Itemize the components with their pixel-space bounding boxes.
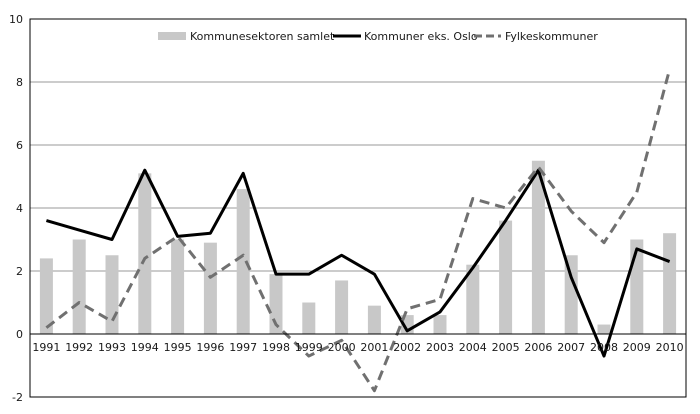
x-tick-label: 2005 bbox=[492, 341, 520, 354]
x-tick-label: 2006 bbox=[524, 341, 552, 354]
x-tick-label: 2004 bbox=[459, 341, 487, 354]
legend-label: Kommunesektoren samlet bbox=[190, 30, 335, 43]
y-tick-label: 2 bbox=[16, 265, 23, 278]
x-tick-label: 2009 bbox=[623, 341, 651, 354]
plot-frame bbox=[29, 18, 687, 398]
bar bbox=[499, 220, 513, 334]
bar bbox=[466, 264, 480, 334]
y-tick-label: -2 bbox=[12, 391, 23, 404]
x-tick-label: 2001 bbox=[360, 341, 388, 354]
bar bbox=[203, 242, 217, 334]
bar bbox=[39, 258, 53, 334]
x-tick-label: 1997 bbox=[229, 341, 257, 354]
legend-swatch-bar bbox=[158, 32, 186, 40]
x-tick-label: 1992 bbox=[65, 341, 93, 354]
x-tick-labels: 1991 1992 1993 1994 1995 1996 1997 1998 1999 2000… bbox=[32, 341, 683, 354]
x-tick-label: 1995 bbox=[164, 341, 192, 354]
y-tick-label: 0 bbox=[16, 328, 23, 341]
legend-label: Kommuner eks. Oslo bbox=[364, 30, 478, 43]
axes bbox=[29, 18, 687, 398]
dashed-series-line bbox=[45, 69, 672, 393]
legend: Kommunesektoren samlet Kommuner eks. Oslo… bbox=[158, 30, 598, 43]
bar bbox=[531, 160, 545, 334]
x-tick-label: 2000 bbox=[328, 341, 356, 354]
bar-series bbox=[39, 160, 677, 334]
solid-series-line bbox=[45, 168, 671, 358]
x-tick-label: 2008 bbox=[590, 341, 618, 354]
bar bbox=[663, 233, 677, 334]
bar bbox=[367, 305, 381, 334]
bar bbox=[564, 255, 578, 334]
y-tick-labels: -2 0 2 4 6 8 10 bbox=[9, 13, 23, 404]
y-tick-label: 10 bbox=[9, 13, 23, 26]
x-tick-label: 1994 bbox=[131, 341, 159, 354]
bar bbox=[433, 315, 447, 334]
y-tick-label: 6 bbox=[16, 139, 23, 152]
x-tick-label: 1991 bbox=[32, 341, 60, 354]
bar bbox=[138, 173, 152, 334]
x-tick-label: 1999 bbox=[295, 341, 323, 354]
x-tick-label: 2003 bbox=[426, 341, 454, 354]
x-tick-label: 2007 bbox=[557, 341, 585, 354]
bar bbox=[72, 239, 86, 334]
bar bbox=[302, 302, 316, 334]
x-tick-label: 1993 bbox=[98, 341, 126, 354]
bar bbox=[335, 280, 349, 334]
y-tick-label: 8 bbox=[16, 76, 23, 89]
line-series bbox=[45, 69, 672, 393]
x-tick-label: 1996 bbox=[196, 341, 224, 354]
bar bbox=[597, 324, 611, 334]
x-tick-label: 2010 bbox=[656, 341, 684, 354]
legend-label: Fylkeskommuner bbox=[505, 30, 598, 43]
bar bbox=[105, 255, 119, 334]
bar bbox=[236, 189, 250, 334]
x-tick-label: 2002 bbox=[393, 341, 421, 354]
bar bbox=[171, 239, 185, 334]
gridlines bbox=[30, 18, 686, 272]
x-tick-label: 1998 bbox=[262, 341, 290, 354]
y-tick-label: 4 bbox=[16, 202, 23, 215]
